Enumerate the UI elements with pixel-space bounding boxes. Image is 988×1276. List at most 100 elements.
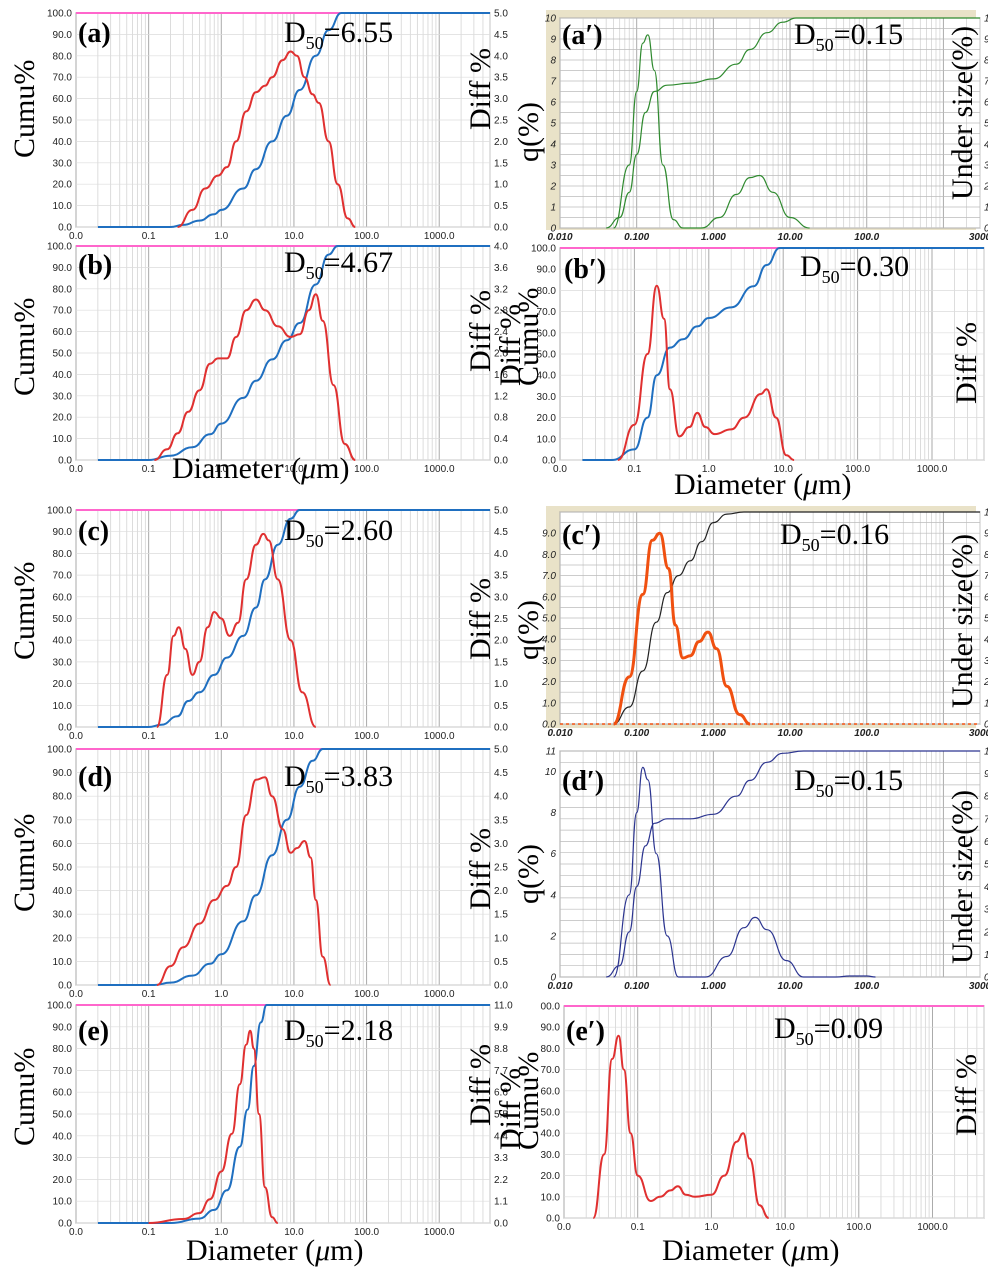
x-tick-label: 0.0 (69, 731, 83, 742)
x-tick-label: 10.0 (775, 1222, 795, 1233)
y-right-tick-label: 4.5 (494, 30, 508, 41)
chart-panel-b2: 0.0 0.1 1.0 10.0 100.0 1000.0 0.0 10.0 20.0 30.0 4… (494, 236, 988, 486)
y-left-tick-label: 50.0 (53, 614, 73, 625)
y-right-tick-label: 9.9 (494, 1022, 508, 1033)
x-tick-label: 10.0 (284, 989, 304, 1000)
y-left-tick-label: 50.0 (541, 1108, 561, 1119)
y-right-axis-title: Diff % (464, 828, 497, 910)
y-left-tick-label: 80.0 (53, 1044, 73, 1055)
y-right-tick-label: 0.4 (494, 434, 508, 445)
y-left-tick-label: 90.0 (53, 1022, 73, 1033)
y-left-tick-label: 60.0 (53, 327, 73, 338)
y-right-axis-title: Under size(%) (946, 25, 979, 200)
y-left-tick-label: 80.0 (53, 792, 73, 803)
x-tick-label: 1.000 (701, 981, 726, 992)
y-right-tick-label: 50 (984, 860, 988, 871)
x-tick-label: 100.0 (854, 728, 879, 739)
d50-label: D50=2.60 (284, 514, 394, 551)
x-tick-label: 1.0 (704, 1222, 718, 1233)
d50-label: D50=4.67 (284, 246, 394, 283)
series-line-cumulative (97, 1004, 490, 1224)
x-tick-label: 0.010 (547, 232, 572, 243)
series-line-differential (617, 284, 795, 461)
y-right-tick-label: 2.5 (494, 863, 508, 874)
y-left-tick-label: 6 (550, 98, 556, 109)
x-tick-label: 1.000 (701, 728, 726, 739)
y-right-tick-label: 10 (984, 698, 988, 709)
chart-panel-d2: 0.0100.1001.00010.00100.0300002468101101… (494, 740, 988, 992)
y-right-tick-label: 4.0 (494, 792, 508, 803)
x-tick-label: 10.00 (778, 232, 803, 243)
y-right-tick-label: 1.0 (494, 180, 508, 191)
grid-lines (75, 12, 491, 228)
x-tick-label: 1.0 (214, 989, 228, 1000)
y-left-tick-label: 3.0 (542, 656, 556, 667)
x-tick-label: 1.0 (214, 464, 228, 475)
d50-label: D50=0.30 (800, 250, 910, 287)
y-left-tick-label: 0.0 (58, 223, 72, 234)
y-left-tick-label: 40.0 (53, 1131, 73, 1142)
y-left-tick-label: 30.0 (537, 392, 557, 403)
y-left-tick-label: 20.0 (53, 180, 73, 191)
series-line-differential (177, 50, 356, 228)
y-right-tick-label: 0.5 (494, 957, 508, 968)
series-line-cumulative (606, 750, 980, 978)
y-left-axis-extra-title: Diff % (494, 1068, 527, 1150)
y-right-axis-title: Diff % (464, 48, 497, 130)
y-left-tick-label: 50.0 (537, 350, 557, 361)
y-left-tick-label: 70.0 (53, 571, 73, 582)
y-left-tick-label: 0.0 (58, 723, 72, 734)
series-line-cumulative (97, 11, 490, 229)
y-left-tick-label: 90.0 (53, 527, 73, 538)
y-left-tick-label: 0.0 (58, 981, 72, 992)
y-right-tick-label: 40 (984, 140, 988, 151)
y-left-tick-label: 80.0 (53, 284, 73, 295)
panel-label: (b) (78, 250, 113, 281)
y-left-axis-title: q(%) (512, 844, 545, 904)
y-left-tick-label: 10.0 (53, 701, 73, 712)
y-right-axis-title: Diff % (464, 578, 497, 660)
y-right-tick-label: 30 (984, 656, 988, 667)
y-left-axis-title: Cumu% (8, 813, 41, 912)
x-tick-label: 0.0 (557, 1222, 571, 1233)
chart-svg-b2: 0.0 0.1 1.0 10.0 100.0 1000.0 0.0 10.0 20.0 30.0 4… (531, 244, 985, 475)
y-right-tick-label: 1.0 (494, 933, 508, 944)
y-left-tick-label: 0.0 (58, 456, 72, 467)
grid-lines (75, 1004, 491, 1224)
y-right-tick-label: 0.5 (494, 701, 508, 712)
y-left-tick-label: 60.0 (541, 1086, 561, 1097)
x-tick-label: 0.1 (142, 731, 156, 742)
y-left-axis-title: Cumu% (8, 297, 41, 396)
d50-value: =0.15 (833, 764, 904, 797)
y-left-tick-label: 7 (550, 77, 556, 88)
y-left-tick-label: 60.0 (537, 328, 557, 339)
x-tick-label: 10.0 (284, 464, 304, 475)
y-left-tick-label: 0 (550, 973, 556, 984)
y-right-axis-title: Diff % (464, 290, 497, 372)
y-right-tick-label: 7.7 (494, 1066, 508, 1077)
chart-panel-a: 0.0 0.1 1.0 10.0 100.0 1000.0 0.0 10.0 20.0 30.0 4… (0, 0, 508, 243)
y-right-tick-label: 4.0 (494, 242, 508, 253)
d50-label: D50=0.15 (794, 18, 904, 55)
series-line-differential (612, 531, 751, 726)
d50-value: =2.60 (323, 514, 394, 547)
y-right-axis-title: Diff % (950, 1054, 983, 1136)
x-tick-label: 0.1 (142, 464, 156, 475)
x-tick-label: 10.0 (284, 1227, 304, 1238)
x-tick-label: 100.0 (846, 1222, 871, 1233)
series-line-cumulative (606, 17, 980, 229)
x-tick-label: 0.1 (627, 464, 641, 475)
y-left-tick-label: 20.0 (53, 413, 73, 424)
y-right-tick-label: 100 (984, 14, 988, 25)
y-right-tick-label: 10 (984, 950, 988, 961)
y-right-tick-label: 0.0 (494, 1219, 508, 1230)
x-tick-label: 1000.0 (917, 1222, 948, 1233)
y-left-tick-label: 0.0 (58, 1219, 72, 1230)
x-tick-label: 0.1 (631, 1222, 645, 1233)
y-right-axis-title: Diff % (464, 1044, 497, 1126)
x-tick-label: 1000.0 (424, 731, 455, 742)
x-tick-label: 0.1 (142, 1227, 156, 1238)
